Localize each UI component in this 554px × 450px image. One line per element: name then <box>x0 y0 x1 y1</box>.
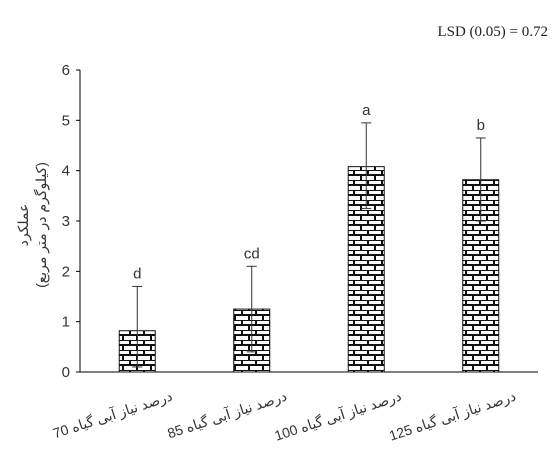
y-tick-label: 6 <box>62 62 70 79</box>
significance-letter: b <box>477 117 485 134</box>
x-tick-label: 70 درصد نیاز آبی گیاه <box>51 388 175 443</box>
significance-letters: d cd a b <box>133 102 485 283</box>
x-tick-label: 100 درصد نیاز آبی گیاه <box>272 388 403 445</box>
significance-letter: d <box>133 265 141 282</box>
x-tick-label: 85 درصد نیاز آبی گیاه <box>165 388 289 443</box>
significance-letter: a <box>362 102 371 119</box>
y-tick-label: 0 <box>62 364 70 381</box>
axes <box>76 69 538 373</box>
y-tick-labels: 0 1 2 3 4 5 6 <box>62 62 70 381</box>
x-tick-label: 125 درصد نیاز آبی گیاه <box>387 388 518 445</box>
error-bar <box>361 122 372 209</box>
lsd-annotation: LSD (0.05) = 0.72 <box>437 24 548 40</box>
y-tick-label: 3 <box>62 213 70 230</box>
error-bar <box>246 265 257 353</box>
error-bar <box>475 137 486 222</box>
y-axis-label-line1: عملکرد <box>15 204 32 247</box>
y-tick-label: 5 <box>62 112 70 129</box>
bars <box>118 166 500 373</box>
y-tick-label: 2 <box>62 263 70 280</box>
y-axis-label-line2: (کیلوگرم در متر مربع) <box>33 162 50 288</box>
error-bars <box>132 122 486 368</box>
y-axis-label: عملکرد (کیلوگرم در متر مربع) <box>15 162 50 288</box>
significance-letter: cd <box>244 245 260 262</box>
error-bar <box>132 285 143 368</box>
y-tick-label: 4 <box>62 163 70 180</box>
y-tick-label: 1 <box>62 314 70 331</box>
